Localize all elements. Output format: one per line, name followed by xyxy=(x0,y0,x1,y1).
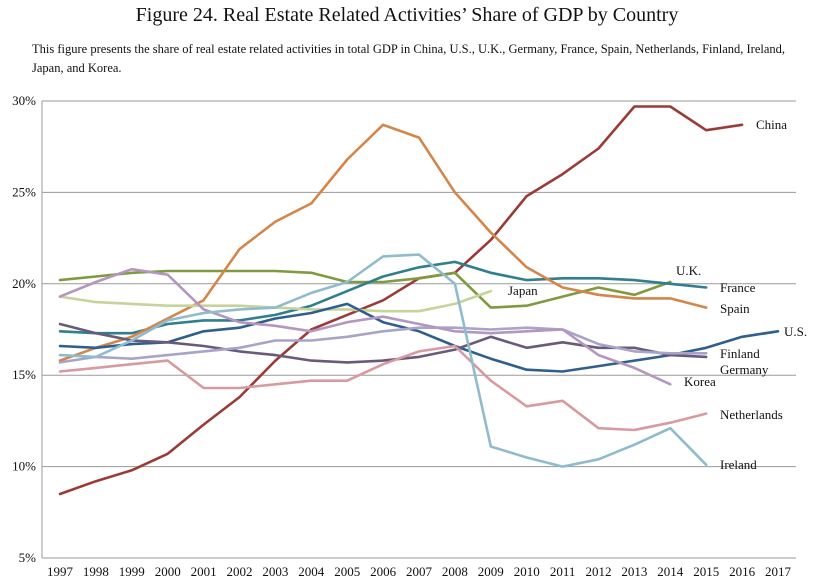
y-tick-label: 15% xyxy=(12,367,36,382)
series-label: U.S. xyxy=(784,324,807,339)
y-tick-label: 10% xyxy=(12,459,36,474)
series-labels: China U.K. France Spain Japan U.S. FinlandGerm… xyxy=(508,117,807,472)
x-tick-label: 2000 xyxy=(155,564,181,579)
series-label: France xyxy=(720,280,756,295)
series-line-ireland xyxy=(58,253,708,468)
x-tick-label: 1999 xyxy=(119,564,145,579)
x-tick-label: 2001 xyxy=(191,564,217,579)
x-tick-label: 2012 xyxy=(586,564,612,579)
x-tick-label: 2008 xyxy=(442,564,468,579)
series-label: Netherlands xyxy=(720,407,783,422)
series-label: Finland xyxy=(720,346,760,361)
y-tick-label: 5% xyxy=(19,550,37,565)
series-label: Spain xyxy=(720,301,750,316)
x-tick-label: 2017 xyxy=(765,564,792,579)
series-line-germany xyxy=(58,326,708,364)
series-label: Korea xyxy=(684,374,716,389)
series-line-netherlands xyxy=(58,344,708,432)
series-label: Ireland xyxy=(720,457,757,472)
y-tick-label: 20% xyxy=(12,276,36,291)
series-label: Germany xyxy=(720,362,769,377)
x-tick-label: 2007 xyxy=(406,564,433,579)
series-lines xyxy=(58,105,780,496)
x-tick-label: 2016 xyxy=(729,564,756,579)
x-tick-label: 2015 xyxy=(693,564,719,579)
y-tick-label: 25% xyxy=(12,184,36,199)
series-line-korea xyxy=(58,267,672,386)
x-tick-label: 2003 xyxy=(262,564,288,579)
chart-subtitle: This figure presents the share of real e… xyxy=(32,42,786,75)
series-line-finland xyxy=(58,322,708,364)
x-tick-label: 2010 xyxy=(514,564,540,579)
series-label: Japan xyxy=(508,283,538,298)
x-tick-label: 2014 xyxy=(657,564,684,579)
series-line-u-s xyxy=(58,302,780,373)
x-tick-label: 2013 xyxy=(621,564,647,579)
x-tick-label: 1997 xyxy=(47,564,74,579)
series-line-france xyxy=(58,260,708,335)
x-tick-label: 2002 xyxy=(227,564,253,579)
y-axis-ticks: 5% 10% 15% 20% 25% 30% xyxy=(12,93,36,565)
series-line-china xyxy=(58,105,744,496)
series-label: China xyxy=(756,117,787,132)
gridlines xyxy=(41,100,796,559)
chart-title: Figure 24. Real Estate Related Activitie… xyxy=(135,4,679,26)
x-tick-label: 1998 xyxy=(83,564,109,579)
y-tick-label: 30% xyxy=(12,93,36,108)
x-tick-label: 2009 xyxy=(478,564,504,579)
x-axis-ticks: 1997 1998 1999 2000 2001 2002 2003 2004 2005 2006… xyxy=(47,564,792,579)
x-tick-label: 2005 xyxy=(334,564,360,579)
x-tick-label: 2006 xyxy=(370,564,397,579)
series-line-u-k xyxy=(58,269,672,309)
x-tick-label: 2011 xyxy=(550,564,576,579)
series-line-spain xyxy=(58,123,708,362)
x-tick-label: 2004 xyxy=(298,564,325,579)
series-label: U.K. xyxy=(676,263,701,278)
